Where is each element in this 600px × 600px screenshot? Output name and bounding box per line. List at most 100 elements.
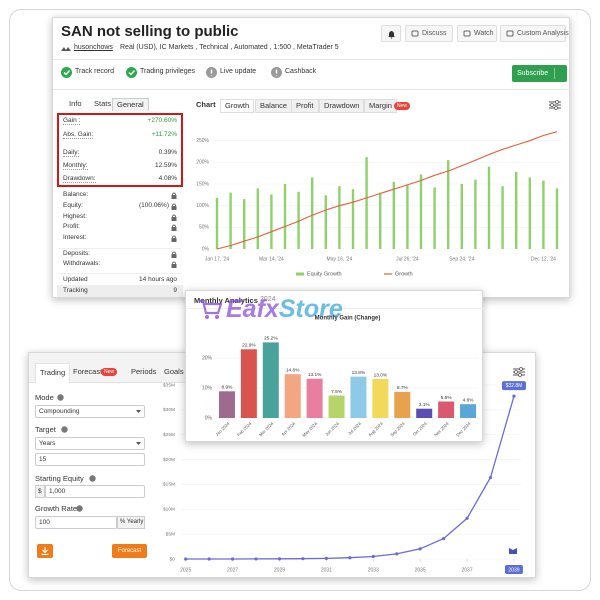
equity-bar — [324, 195, 327, 249]
owner-logo — [61, 47, 71, 51]
equity-bar — [229, 192, 232, 249]
field-value: 100 — [39, 519, 50, 526]
info-tab[interactable]: Stats — [90, 98, 115, 111]
arrow — [41, 547, 49, 555]
input-field[interactable]: 1,000 — [45, 485, 145, 498]
account-details: Real (USD), IC Markets , Technical , Aut… — [120, 44, 339, 51]
frame — [9, 9, 591, 591]
equity-bar — [542, 180, 545, 249]
x-tick-label: 2035 — [415, 567, 426, 573]
info-icon — [89, 475, 96, 482]
info-icon — [61, 426, 68, 433]
field-value: 15 — [39, 456, 47, 463]
forecast-tab[interactable]: Periods — [127, 363, 160, 383]
lock-body — [171, 217, 177, 221]
x-tick-label: Jul 26, '24 — [396, 256, 419, 262]
equity-bar — [338, 186, 341, 249]
lock-icon — [171, 203, 177, 210]
forecast-tab[interactable]: Forecast — [69, 363, 106, 383]
forecast-tab[interactable]: Goals — [160, 363, 188, 383]
separator — [59, 273, 181, 274]
select-field[interactable]: Years — [35, 437, 145, 450]
badge-icon — [271, 67, 282, 78]
lock-body — [171, 206, 177, 210]
chart-tab[interactable]: Profit — [291, 99, 319, 113]
field-label: Starting Equity — [35, 474, 84, 483]
equity-bar — [501, 186, 504, 249]
value-label: 13.0% — [374, 372, 388, 378]
input-field[interactable]: 15 — [35, 453, 145, 466]
key-stats-box — [57, 113, 183, 187]
x-tick-label: Apr 2024 — [280, 421, 296, 437]
value-label: 22.9% — [242, 343, 256, 349]
stat-label: Withdrawals: — [63, 260, 101, 267]
select-field[interactable]: Compounding — [35, 405, 145, 418]
legend-label: Growth — [395, 271, 413, 277]
slider-knob — [518, 373, 522, 377]
updated-value: 14 hours ago — [139, 276, 177, 283]
chart-tab[interactable]: Growth — [220, 99, 255, 113]
bell-shape — [388, 31, 395, 39]
panel-header — [186, 291, 484, 309]
stat-value: (100.06%) — [139, 202, 169, 209]
subscribe-button[interactable]: Subscribe — [512, 65, 567, 82]
x-tick-label: 2033 — [368, 567, 379, 573]
account-title: SAN not selling to public — [61, 23, 239, 40]
action-button[interactable]: Custom Analysis — [500, 25, 569, 42]
forecast-tab[interactable]: Trading — [35, 363, 71, 383]
stat-label: Highest: — [63, 213, 87, 220]
slider-knob — [519, 367, 523, 371]
x-tick-label: 2039 — [508, 567, 519, 573]
stat-label: Abs. Gain: — [63, 131, 94, 139]
field-value: Compounding — [39, 408, 80, 415]
action-button[interactable]: Discuss — [405, 25, 453, 42]
subscribe-label: Subscribe — [517, 70, 549, 77]
y-tick-label: $35M — [163, 382, 175, 388]
owner-link[interactable]: husonchows — [74, 44, 113, 51]
forecast-button[interactable]: Forecast — [112, 544, 147, 558]
stat-value: +11.72% — [151, 131, 177, 138]
chart-tab[interactable]: Drawdown — [319, 99, 365, 113]
bar — [416, 408, 433, 418]
action-button[interactable]: Watch — [457, 25, 497, 42]
value-label: 25.2% — [264, 336, 278, 342]
lock-shackle — [172, 261, 176, 264]
badge-label: Live update — [220, 68, 257, 75]
value-label: 4.6% — [463, 397, 475, 403]
action-label: Watch — [474, 30, 494, 37]
value-label: 7.5% — [331, 389, 343, 395]
chart-tab[interactable]: Margin — [364, 99, 397, 113]
lock-shackle — [172, 235, 176, 238]
x-tick-label: 2025 — [180, 567, 191, 573]
value-label: 14.6% — [286, 367, 300, 373]
field-label: Target — [35, 425, 56, 434]
y-tick-label: 50% — [199, 225, 210, 231]
x-tick-label: Sep 2024 — [389, 421, 406, 438]
download-button[interactable] — [37, 544, 53, 558]
equity-bar — [447, 160, 450, 249]
y-tick-label: 0% — [202, 246, 210, 252]
caret-icon — [136, 442, 141, 445]
navigator-flag — [509, 548, 517, 554]
input-field[interactable]: 100 — [35, 516, 117, 529]
x-tick-label: Mar 14, '24 — [259, 256, 284, 262]
stat-label: Interest: — [63, 234, 87, 241]
info-tab[interactable]: General — [112, 98, 149, 111]
x-tick-label: 2031 — [321, 567, 332, 573]
forecast-point — [442, 537, 446, 541]
info-tab[interactable]: Info — [65, 98, 86, 111]
chart-title: Monthly Gain (Change) — [315, 316, 381, 322]
x-tick-label: Dec 12, '24 — [531, 256, 556, 262]
x-tick-label: Oct 2024 — [412, 421, 428, 437]
notify-button[interactable] — [381, 25, 401, 42]
forecast-point — [371, 554, 375, 559]
forecast-point — [254, 557, 258, 561]
slider-knob — [514, 370, 518, 374]
year-select[interactable]: 2024 — [258, 294, 284, 306]
field-value: Years — [39, 440, 56, 447]
info-icon — [57, 394, 64, 401]
chart-tab[interactable]: Chart — [192, 99, 220, 113]
stat-label: Drawdown: — [63, 175, 96, 183]
badge-icon — [206, 67, 217, 78]
x-tick-label: Sep 24, '24 — [449, 256, 474, 262]
